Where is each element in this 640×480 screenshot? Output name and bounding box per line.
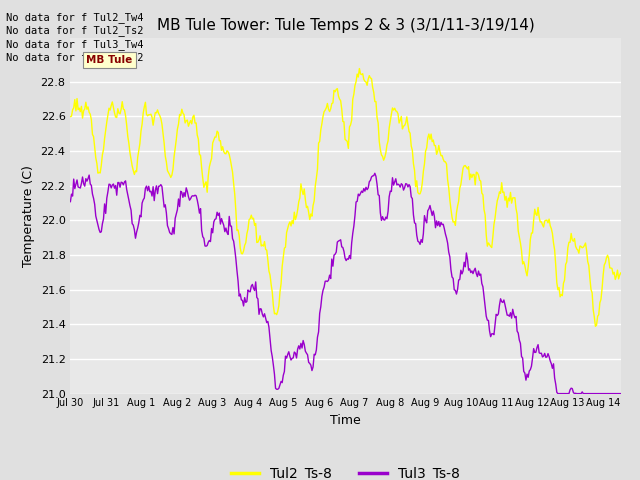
Tul2_Ts-8 — [591, 324, 599, 329]
Text: No data for f Tul3_Ts2: No data for f Tul3_Ts2 — [6, 52, 144, 63]
Tul2_Ts-8 — [396, 120, 403, 126]
Tul3_Ts-8 — [67, 199, 74, 204]
Legend: Tul2_Ts-8, Tul3_Ts-8: Tul2_Ts-8, Tul3_Ts-8 — [225, 461, 466, 480]
Tul3_Ts-8 — [371, 170, 379, 176]
Tul2_Ts-8 — [332, 89, 339, 95]
Text: No data for f Tul2_Ts2: No data for f Tul2_Ts2 — [6, 25, 144, 36]
Tul3_Ts-8 — [606, 391, 614, 396]
X-axis label: Time: Time — [330, 414, 361, 427]
Y-axis label: Temperature (C): Temperature (C) — [22, 165, 35, 267]
Text: No data for f Tul2_Tw4: No data for f Tul2_Tw4 — [6, 12, 144, 23]
Tul2_Ts-8 — [67, 114, 74, 120]
Tul3_Ts-8 — [554, 391, 562, 396]
Tul2_Ts-8 — [617, 270, 625, 276]
Tul3_Ts-8 — [332, 252, 339, 257]
Tul3_Ts-8 — [328, 256, 335, 262]
Line: Tul2_Ts-8: Tul2_Ts-8 — [70, 69, 621, 326]
Tul2_Ts-8 — [365, 73, 373, 79]
Tul2_Ts-8 — [606, 265, 614, 271]
Tul2_Ts-8 — [519, 261, 527, 267]
Text: MB Tule: MB Tule — [86, 55, 132, 65]
Tul3_Ts-8 — [519, 355, 527, 361]
Text: No data for f Tul3_Tw4: No data for f Tul3_Tw4 — [6, 39, 144, 50]
Tul3_Ts-8 — [396, 182, 403, 188]
Title: MB Tule Tower: Tule Temps 2 & 3 (3/1/11-3/19/14): MB Tule Tower: Tule Temps 2 & 3 (3/1/11-… — [157, 18, 534, 33]
Line: Tul3_Ts-8: Tul3_Ts-8 — [70, 173, 621, 394]
Tul3_Ts-8 — [617, 391, 625, 396]
Tul2_Ts-8 — [356, 66, 364, 72]
Tul2_Ts-8 — [328, 101, 335, 107]
Tul3_Ts-8 — [364, 185, 372, 191]
